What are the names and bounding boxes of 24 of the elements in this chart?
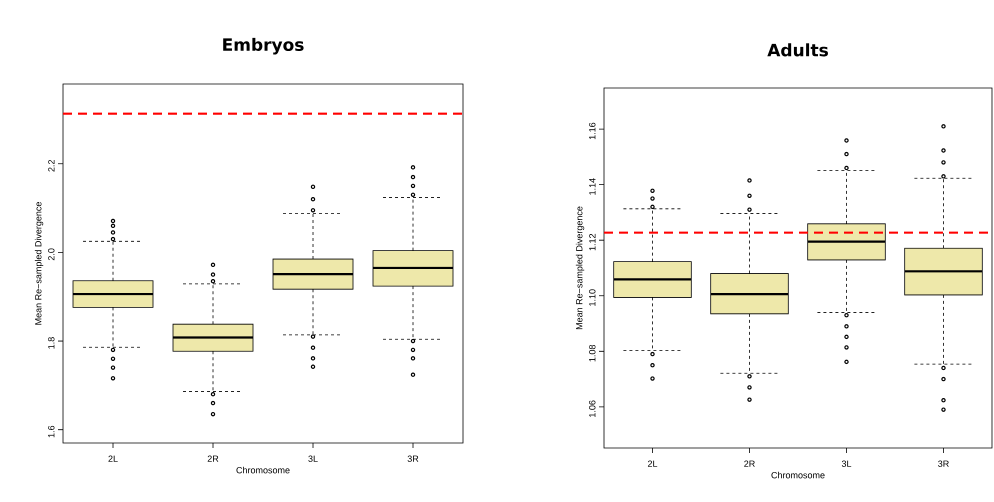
chart-title: Adults (767, 43, 828, 56)
x-tick-label: 3R (408, 456, 418, 462)
y-tick-label: 2.0 (48, 248, 54, 260)
x-tick-label: 3L (308, 456, 318, 462)
x-axis-title: Chromosome (236, 466, 290, 474)
y-tick-label: 1.12 (589, 234, 596, 250)
y-tick-label: 1.06 (589, 400, 596, 417)
y-tick-label: 1.16 (589, 122, 596, 140)
y-tick-label: 1.6 (48, 426, 54, 438)
y-axis-title: Mean Re−sampled Divergence (576, 206, 584, 330)
y-tick-label: 1.14 (589, 178, 596, 195)
x-tick-label: 2L (648, 460, 658, 467)
x-tick-label: 3R (938, 460, 949, 467)
x-tick-label: 2R (208, 456, 218, 462)
x-axis-title: Chromosome (771, 472, 825, 478)
chart-title: Embryos (223, 38, 304, 54)
x-tick-label: 2L (108, 456, 118, 462)
x-tick-label: 3L (842, 460, 852, 467)
x-tick-label: 2R (744, 460, 755, 467)
y-tick-label: 1.10 (589, 289, 596, 306)
y-axis-title: Mean Re−sampled Divergence (34, 202, 44, 325)
y-tick-label: 2.2 (48, 160, 54, 172)
y-tick-label: 1.08 (589, 344, 596, 362)
y-tick-label: 1.8 (48, 337, 54, 349)
